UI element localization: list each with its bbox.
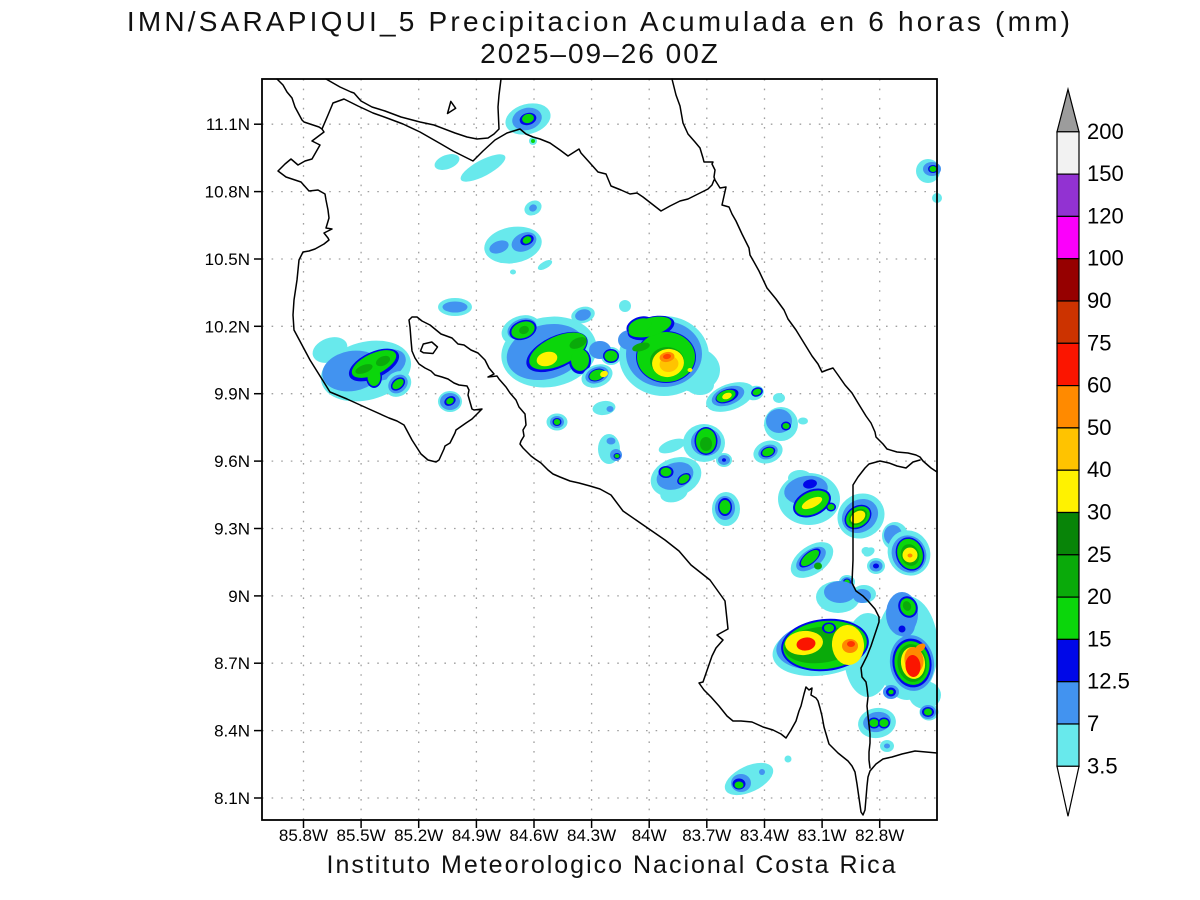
svg-text:10.5N: 10.5N — [205, 250, 250, 269]
svg-text:82.8W: 82.8W — [855, 826, 904, 845]
svg-text:3.5: 3.5 — [1087, 753, 1118, 778]
svg-text:60: 60 — [1087, 373, 1111, 398]
svg-text:9.6N: 9.6N — [214, 452, 250, 471]
svg-text:9N: 9N — [228, 587, 250, 606]
svg-text:50: 50 — [1087, 415, 1111, 440]
svg-text:100: 100 — [1087, 246, 1124, 271]
svg-text:9.3N: 9.3N — [214, 520, 250, 539]
svg-text:85.5W: 85.5W — [337, 826, 386, 845]
svg-text:25: 25 — [1087, 542, 1111, 567]
svg-text:75: 75 — [1087, 330, 1111, 355]
svg-text:83.7W: 83.7W — [682, 826, 731, 845]
svg-text:90: 90 — [1087, 288, 1111, 313]
svg-text:IMN/SARAPIQUI_5 Precipitacion: IMN/SARAPIQUI_5 Precipitacion Acumulada … — [127, 6, 1073, 37]
svg-text:40: 40 — [1087, 457, 1111, 482]
svg-text:Instituto Meteorologico Nacion: Instituto Meteorologico Nacional Costa R… — [327, 851, 898, 879]
svg-text:84W: 84W — [632, 826, 667, 845]
svg-text:10.2N: 10.2N — [205, 317, 250, 336]
svg-text:84.9W: 84.9W — [452, 826, 501, 845]
svg-text:7: 7 — [1087, 711, 1099, 736]
svg-text:85.8W: 85.8W — [279, 826, 328, 845]
svg-text:2025–09–26 00Z: 2025–09–26 00Z — [480, 38, 720, 69]
svg-text:8.7N: 8.7N — [214, 654, 250, 673]
svg-text:8.4N: 8.4N — [214, 722, 250, 741]
svg-text:10.8N: 10.8N — [205, 183, 250, 202]
svg-text:12.5: 12.5 — [1087, 669, 1130, 694]
svg-text:85.2W: 85.2W — [394, 826, 443, 845]
svg-text:200: 200 — [1087, 119, 1124, 144]
svg-text:84.6W: 84.6W — [509, 826, 558, 845]
svg-text:8.1N: 8.1N — [214, 789, 250, 808]
svg-text:15: 15 — [1087, 626, 1111, 651]
svg-text:30: 30 — [1087, 500, 1111, 525]
svg-text:11.1N: 11.1N — [206, 115, 250, 134]
svg-text:20: 20 — [1087, 584, 1111, 609]
svg-text:9.9N: 9.9N — [214, 385, 250, 404]
svg-text:120: 120 — [1087, 203, 1124, 228]
svg-text:83.1W: 83.1W — [798, 826, 847, 845]
svg-text:150: 150 — [1087, 161, 1124, 186]
svg-text:83.4W: 83.4W — [740, 826, 789, 845]
svg-text:84.3W: 84.3W — [567, 826, 616, 845]
